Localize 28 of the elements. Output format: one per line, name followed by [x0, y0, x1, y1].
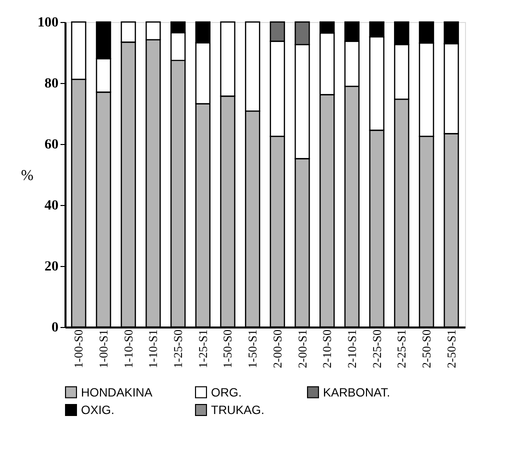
x-tick-label: 2-10-S1	[344, 330, 359, 368]
y-tick-label: 0	[52, 320, 58, 336]
x-tick-label: 2-25-S0	[370, 330, 384, 368]
x-tick-label: 1-10-S1	[146, 330, 160, 368]
legend-label: ORG.	[211, 385, 242, 400]
y-tick-label: 100	[38, 16, 58, 30]
legend-label: HONDAKINA	[81, 385, 152, 400]
y-tick-label: 20	[44, 260, 58, 274]
legend-label: TRUKAG.	[211, 403, 264, 417]
x-tick-label: 1-10-S0	[121, 330, 136, 368]
x-tick-label: 2-10-S0	[320, 330, 334, 368]
y-tick-label: 40	[44, 198, 58, 214]
x-tick-label: 1-25-S1	[196, 330, 210, 368]
x-tick-label: 2-00-S1	[295, 330, 310, 368]
x-tick-label: 1-00-S1	[96, 330, 111, 368]
x-tick-label: 1-50-S1	[246, 330, 260, 368]
y-tick-label: 80	[44, 76, 58, 92]
legend-label: OXIG.	[81, 403, 114, 417]
x-tick-label: 1-50-S0	[220, 330, 235, 368]
x-tick-label: 2-50-S1	[444, 330, 458, 368]
legend-label: KARBONAT.	[323, 385, 390, 400]
x-tick-label: 1-00-S0	[72, 330, 86, 368]
x-tick-label: 2-25-S1	[394, 330, 409, 368]
x-tick-label: 1-25-S0	[171, 330, 186, 368]
x-tick-label: 2-00-S0	[270, 330, 284, 368]
y-axis-title: %	[21, 168, 34, 184]
x-tick-label: 2-50-S0	[419, 330, 434, 368]
y-tick-label: 60	[44, 138, 58, 152]
